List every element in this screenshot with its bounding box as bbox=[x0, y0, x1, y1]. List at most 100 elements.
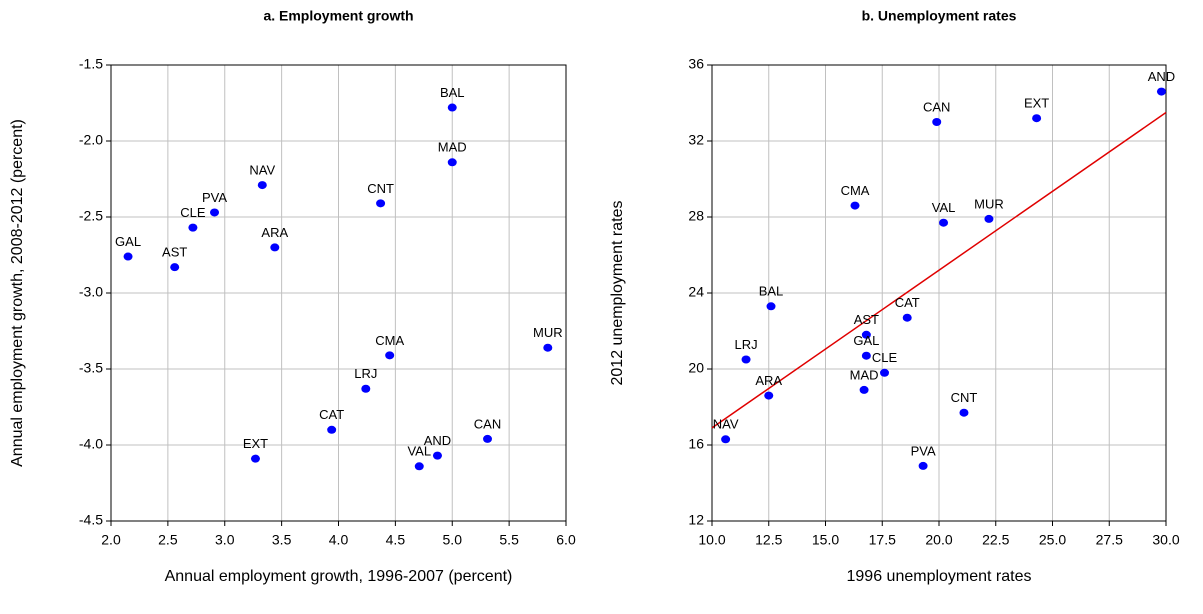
x-tick-label: 3.5 bbox=[272, 532, 292, 548]
point-label: EXT bbox=[243, 436, 268, 451]
point-label: GAL bbox=[853, 333, 879, 348]
x-tick-label: 6.0 bbox=[556, 532, 576, 548]
point bbox=[376, 199, 386, 208]
x-tick-label: 10.0 bbox=[698, 532, 725, 548]
x-tick-label: 25.0 bbox=[1039, 532, 1066, 548]
point bbox=[918, 461, 928, 470]
x-tick-label: 20.0 bbox=[925, 532, 952, 548]
x-axis-title: Annual employment growth, 1996-2007 (per… bbox=[165, 568, 513, 585]
y-tick-label: -4.0 bbox=[79, 436, 103, 452]
point bbox=[764, 391, 774, 400]
point bbox=[483, 434, 493, 443]
point bbox=[188, 223, 198, 232]
point bbox=[361, 384, 371, 393]
point-label: CAT bbox=[319, 407, 344, 422]
y-tick-label: -1.5 bbox=[79, 56, 103, 72]
x-tick-label: 27.5 bbox=[1096, 532, 1123, 548]
x-tick-label: 4.5 bbox=[386, 532, 406, 548]
point bbox=[270, 243, 280, 252]
x-tick-label: 22.5 bbox=[982, 532, 1009, 548]
point bbox=[1032, 114, 1042, 123]
y-tick-label: 12 bbox=[688, 512, 704, 528]
y-tick-label: 32 bbox=[688, 132, 704, 148]
point-label: CAN bbox=[474, 416, 501, 431]
point bbox=[432, 451, 442, 460]
fit-line bbox=[711, 111, 1167, 429]
y-tick-label: -2.0 bbox=[79, 132, 103, 148]
point bbox=[1156, 87, 1166, 96]
x-tick-label: 2.5 bbox=[158, 532, 178, 548]
point bbox=[859, 385, 869, 394]
point bbox=[250, 454, 260, 463]
point bbox=[721, 435, 731, 444]
point-label: BAL bbox=[759, 284, 784, 299]
y-tick-label: 24 bbox=[688, 284, 704, 300]
point-label: VAL bbox=[932, 200, 956, 215]
x-tick-label: 30.0 bbox=[1152, 532, 1179, 548]
point-label: LRJ bbox=[734, 337, 757, 352]
point bbox=[447, 158, 457, 167]
point-label: MAD bbox=[850, 367, 879, 382]
point bbox=[880, 368, 890, 377]
point-label: AST bbox=[162, 245, 187, 260]
plot-frame bbox=[110, 64, 567, 522]
point-label: LRJ bbox=[354, 366, 377, 381]
y-tick-label: -3.0 bbox=[79, 284, 103, 300]
point-label: CNT bbox=[367, 181, 394, 196]
point bbox=[170, 263, 180, 272]
x-tick-label: 3.0 bbox=[215, 532, 235, 548]
point-label: MUR bbox=[533, 325, 563, 340]
point-label: GAL bbox=[115, 234, 141, 249]
y-tick-label: -2.5 bbox=[79, 208, 103, 224]
plot-frame bbox=[711, 64, 1167, 522]
point-label: CAN bbox=[923, 99, 950, 114]
point bbox=[984, 214, 994, 223]
point-label: MAD bbox=[438, 140, 467, 155]
point-label: AST bbox=[854, 312, 879, 327]
point-label: ARA bbox=[755, 373, 782, 388]
point-label: PVA bbox=[202, 190, 227, 205]
x-axis-title: 1996 unemployment rates bbox=[847, 568, 1032, 585]
point-label: NAV bbox=[249, 163, 275, 178]
y-tick-label: 28 bbox=[688, 208, 704, 224]
point bbox=[939, 218, 949, 227]
x-tick-label: 17.5 bbox=[869, 532, 896, 548]
point-label: AND bbox=[1148, 69, 1175, 84]
point-label: CMA bbox=[841, 183, 870, 198]
point bbox=[766, 302, 776, 311]
point-label: CNT bbox=[951, 390, 978, 405]
point-label: CAT bbox=[895, 295, 920, 310]
y-axis-title: 2012 unemployment rates bbox=[609, 201, 626, 386]
point bbox=[543, 343, 553, 352]
point bbox=[414, 462, 424, 471]
x-tick-label: 12.5 bbox=[755, 532, 782, 548]
point bbox=[932, 118, 942, 126]
point-label: EXT bbox=[1024, 96, 1049, 111]
point bbox=[447, 103, 457, 112]
point-label: MUR bbox=[974, 196, 1004, 211]
point-label: ARA bbox=[261, 225, 288, 240]
point-label: CMA bbox=[375, 333, 404, 348]
point bbox=[210, 208, 220, 217]
x-tick-label: 15.0 bbox=[812, 532, 839, 548]
y-tick-label: -4.5 bbox=[79, 512, 103, 528]
x-tick-label: 2.0 bbox=[101, 532, 121, 548]
point bbox=[385, 351, 395, 360]
x-tick-label: 5.5 bbox=[499, 532, 519, 548]
point-label: PVA bbox=[911, 443, 936, 458]
point-label: VAL bbox=[407, 444, 431, 459]
y-tick-label: -3.5 bbox=[79, 360, 103, 376]
chart-title: b. Unemployment rates bbox=[862, 8, 1017, 24]
point-label: BAL bbox=[440, 85, 465, 100]
point bbox=[741, 355, 751, 364]
y-tick-label: 16 bbox=[688, 436, 704, 452]
point bbox=[861, 330, 871, 339]
point-label: NAV bbox=[713, 417, 739, 432]
point bbox=[861, 351, 871, 360]
point-label: CLE bbox=[872, 350, 898, 365]
point bbox=[327, 425, 337, 434]
point bbox=[850, 201, 860, 210]
point-label: CLE bbox=[180, 205, 206, 220]
x-tick-label: 4.0 bbox=[329, 532, 349, 548]
y-axis-title: Annual employment growth, 2008-2012 (per… bbox=[9, 119, 26, 467]
